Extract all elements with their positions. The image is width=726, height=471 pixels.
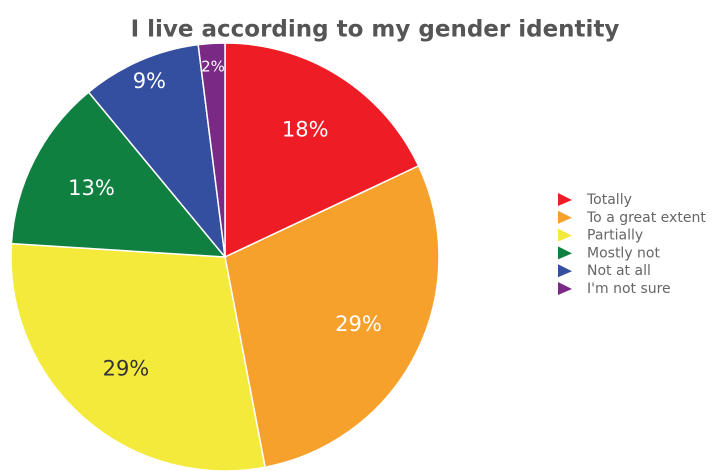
slice-label: 29% xyxy=(103,356,150,380)
pie-slice xyxy=(87,43,227,260)
legend-marker xyxy=(558,264,572,278)
legend-marker xyxy=(558,228,572,242)
slice-label: 18% xyxy=(282,118,329,142)
legend-label: Not at all xyxy=(587,263,651,279)
slice-label: 29% xyxy=(335,312,382,336)
legend-marker xyxy=(558,282,572,295)
chart-title: I live according to my gender identity xyxy=(131,17,620,43)
pie-slice xyxy=(224,164,440,469)
slice-label: 13% xyxy=(68,176,115,200)
slice-label: 9% xyxy=(133,69,166,93)
pie-slice xyxy=(197,42,226,258)
legend-label: To a great extent xyxy=(586,210,706,226)
slice-label: 2% xyxy=(201,57,225,75)
pie-slice xyxy=(224,42,420,259)
legend-label: I'm not sure xyxy=(587,281,671,297)
pie-slice xyxy=(10,91,227,258)
legend-marker xyxy=(558,246,572,260)
legend-label: Totally xyxy=(586,192,632,208)
legend-label: Mostly not xyxy=(587,245,660,261)
legend-marker xyxy=(558,193,572,206)
legend-label: Partially xyxy=(587,228,643,244)
legend-marker xyxy=(558,210,572,224)
